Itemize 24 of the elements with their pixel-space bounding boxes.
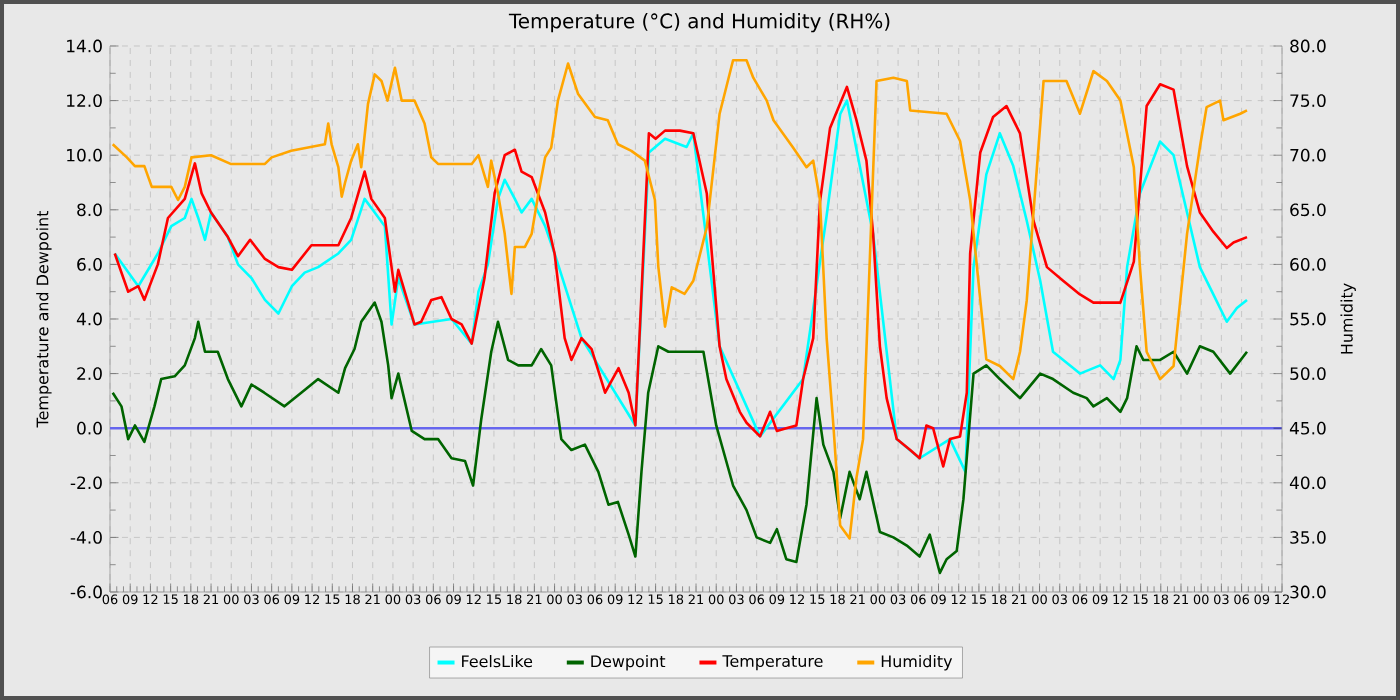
y-tick-label: 6.0	[77, 258, 102, 271]
y-tick-label: 4.0	[76, 312, 102, 326]
y-tick-label: 14.0	[67, 39, 102, 53]
chart-title: Temperature (°C) and Humidity (RH%)	[508, 13, 890, 33]
y-tick-label: 8.0	[77, 203, 102, 217]
y-tick-label: -4.0	[70, 531, 102, 544]
y-tick-label: -2.0	[70, 476, 102, 490]
y-tick-label: 0.0	[77, 421, 102, 435]
y2-tick-label: 65.0	[1290, 203, 1326, 217]
y2-tick-label: 30.0	[1290, 585, 1326, 599]
y-tick-label: 2.0	[77, 367, 102, 381]
line-series	[111, 58, 1249, 540]
y2-tick-label: 45.0	[1289, 421, 1326, 435]
y2-tick-label: 35.0	[1290, 531, 1326, 544]
y2-tick-label: 40.0	[1289, 476, 1326, 490]
y-tick-label: -6.0	[70, 585, 102, 599]
y-tick-label: 12.0	[67, 94, 102, 108]
y2-tick-label: 50.0	[1290, 367, 1326, 381]
y2-tick-label: 75.0	[1290, 94, 1326, 108]
y2-tick-label: 55.0	[1290, 312, 1326, 326]
y-tick-label: 10.0	[67, 148, 102, 162]
y2-tick-label: 60.0	[1290, 258, 1326, 271]
y2-tick-label: 70.0	[1290, 148, 1326, 162]
y2-tick-label: 80.0	[1290, 39, 1326, 53]
